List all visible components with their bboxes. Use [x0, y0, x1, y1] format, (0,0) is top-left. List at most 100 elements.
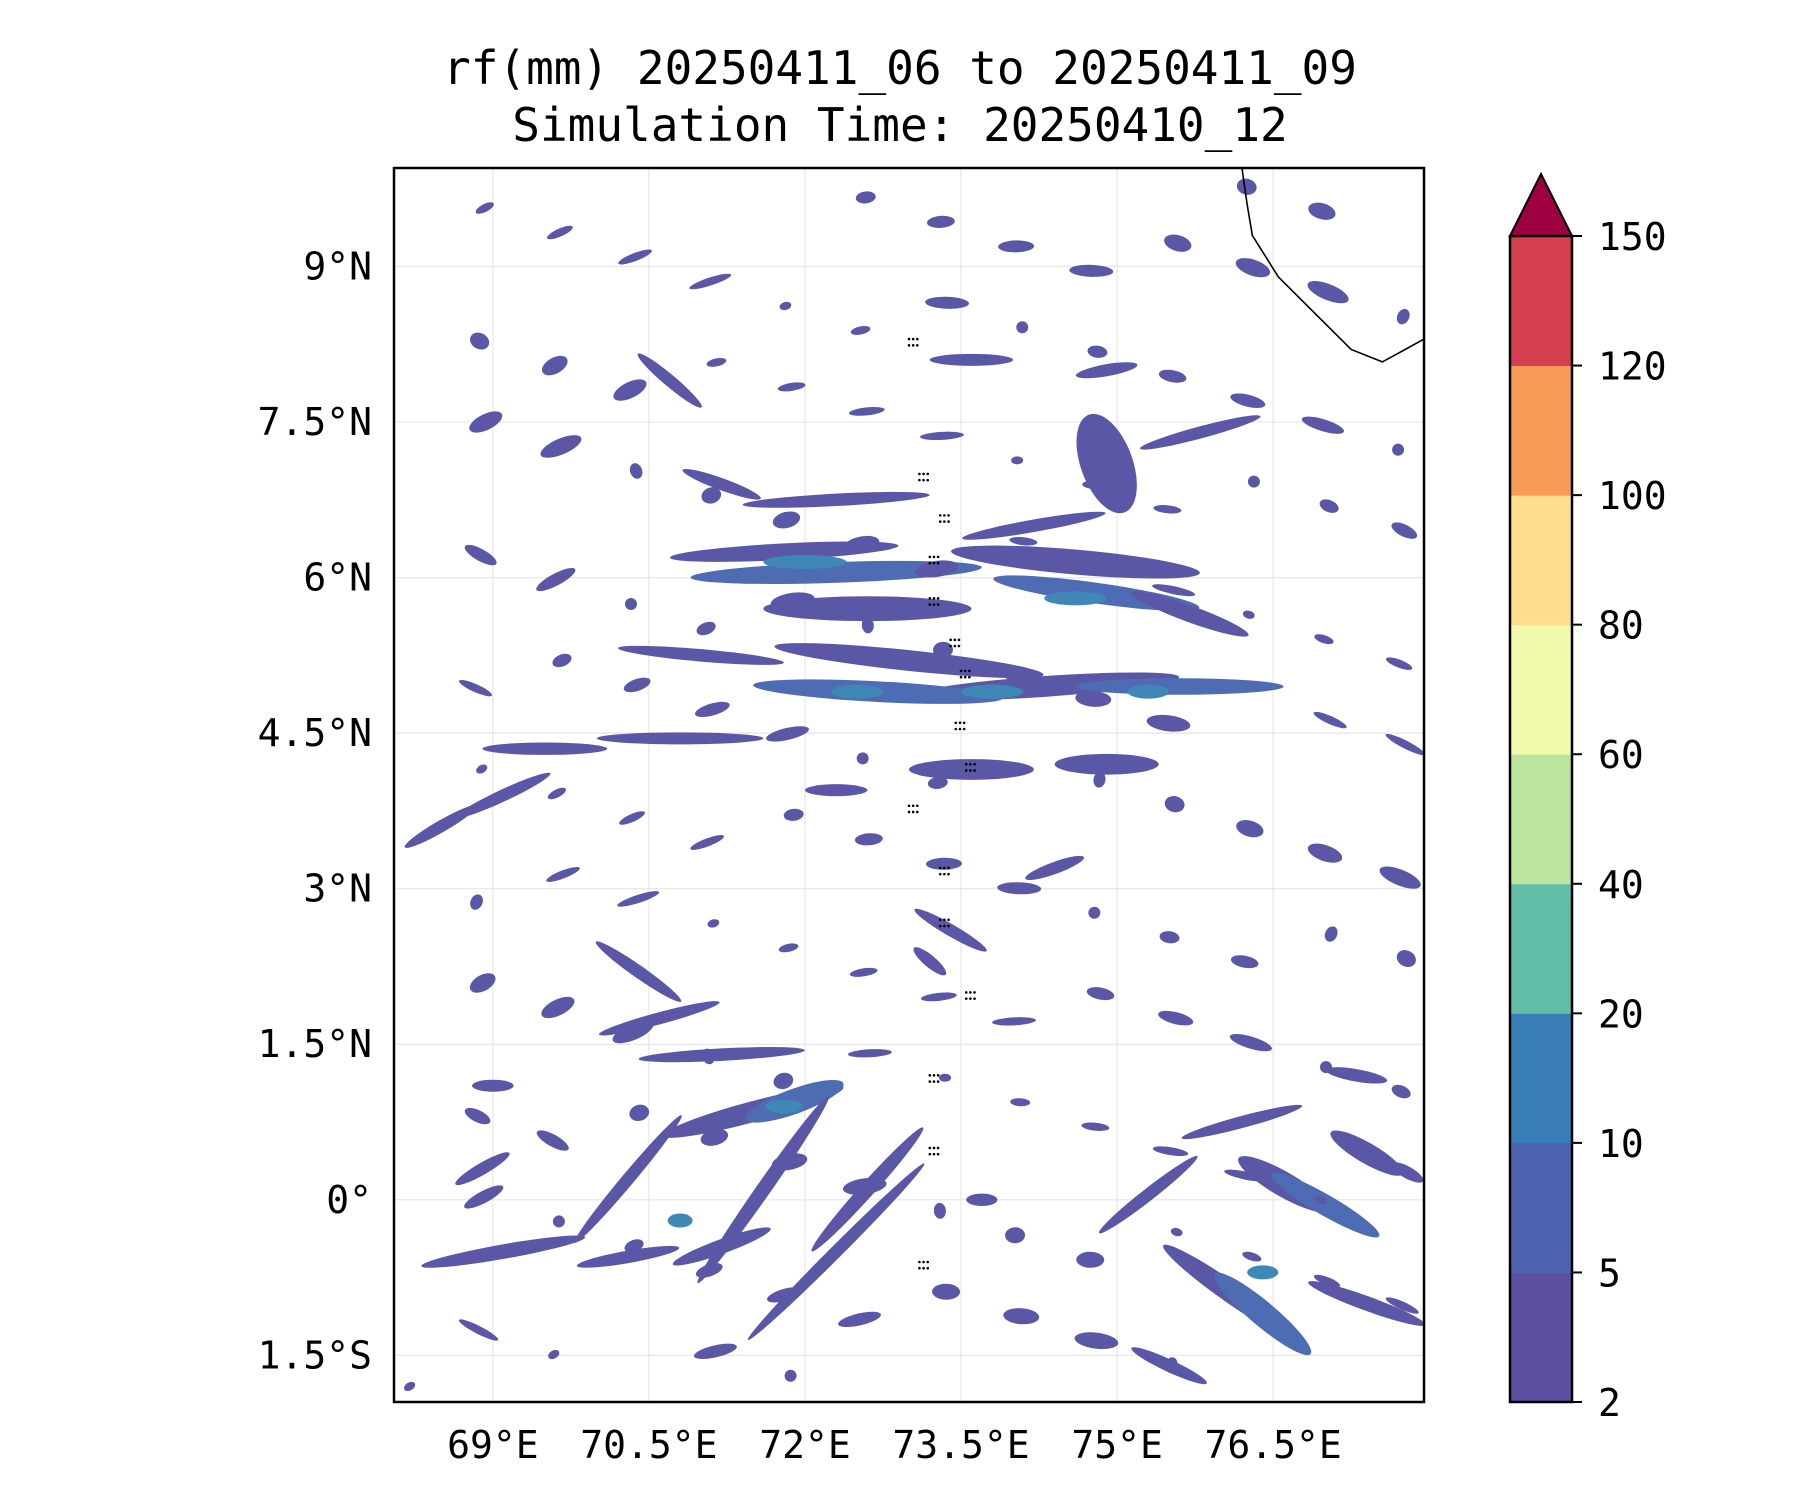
- map-background: [394, 168, 1424, 1402]
- atoll-dot: [932, 561, 936, 565]
- atoll-dot: [918, 1260, 921, 1264]
- atoll-dot: [969, 769, 972, 772]
- atoll-dot: [932, 1080, 936, 1083]
- rain-speck: [470, 894, 483, 910]
- rain-speck: [1324, 926, 1338, 942]
- rain-streak: [913, 947, 947, 976]
- rain-core: [1127, 684, 1170, 699]
- atoll-dot: [962, 727, 966, 731]
- atoll-dot: [938, 514, 942, 517]
- rain-speck: [1004, 666, 1033, 683]
- atoll-dot: [964, 769, 968, 772]
- rain-speck: [927, 776, 948, 789]
- rain-streak: [472, 1079, 514, 1092]
- atoll-dot: [918, 472, 921, 476]
- rain-speck: [1086, 987, 1115, 1001]
- rain-speck: [856, 752, 869, 765]
- rain-speck: [623, 677, 651, 693]
- atoll-dot: [943, 872, 946, 876]
- rain-core: [1044, 591, 1107, 606]
- rain-core: [1247, 1265, 1279, 1280]
- latitude-axis: 9°N 7.5°N 6°N 4.5°N 3°N 1.5°N 0° 1.5°S: [258, 245, 372, 1378]
- rain-streak: [596, 732, 764, 745]
- colorbar-tick-label: 100: [1598, 474, 1667, 518]
- rain-streak: [690, 560, 982, 584]
- rain-speck: [1242, 610, 1255, 619]
- atoll-dot: [911, 804, 915, 808]
- rain-speck: [629, 1104, 650, 1122]
- rain-speck: [689, 273, 732, 290]
- rain-core: [830, 684, 883, 699]
- atoll-dot: [953, 638, 957, 642]
- atoll-dot: [918, 1266, 921, 1270]
- atoll-dot: [936, 555, 940, 559]
- colorbar-segment: [1510, 624, 1572, 755]
- rain-speck: [1385, 1297, 1419, 1314]
- rain-speck: [541, 996, 575, 1019]
- atoll-dot: [943, 520, 946, 523]
- rain-speck: [540, 435, 582, 458]
- rain-streak: [1075, 362, 1138, 379]
- colorbar-segment: [1510, 754, 1572, 885]
- colorbar-tick-label: 2: [1598, 1381, 1621, 1425]
- rain-speck: [404, 1381, 416, 1392]
- rain-streak: [774, 643, 1044, 679]
- rain-speck: [1164, 796, 1185, 813]
- atoll-dot: [938, 918, 942, 922]
- rain-speck: [1005, 1227, 1026, 1244]
- rain-speck: [1319, 499, 1339, 513]
- rain-speck: [701, 487, 722, 504]
- rain-speck: [1242, 1251, 1262, 1262]
- atoll-dot: [947, 866, 950, 870]
- atoll-dot: [916, 337, 919, 341]
- rain-speck: [1396, 308, 1410, 325]
- rain-streak: [966, 1193, 998, 1207]
- rain-speck: [767, 1287, 802, 1303]
- rain-speck: [1087, 345, 1108, 358]
- rain-speck: [617, 891, 660, 907]
- rain-speck: [855, 191, 876, 204]
- rain-speck: [861, 617, 874, 634]
- atoll-dot: [973, 762, 976, 766]
- rain-speck: [1236, 178, 1257, 195]
- colorbar-tick-label: 120: [1598, 345, 1667, 389]
- colorbar: 2 5 10 20 40 60 80 100 120 150: [1508, 171, 1667, 1425]
- atoll-dot: [911, 337, 915, 341]
- latitude-tick-label: 4.5°N: [258, 711, 372, 755]
- rain-speck: [783, 808, 804, 821]
- atoll-dot: [926, 1266, 930, 1270]
- atoll-dot: [964, 991, 968, 994]
- rain-speck: [770, 592, 815, 610]
- atoll-dot: [928, 597, 932, 600]
- colorbar-tick-label: 150: [1598, 215, 1667, 259]
- rain-speck: [1158, 1010, 1194, 1026]
- rain-speck: [464, 1185, 504, 1209]
- rain-speck: [1152, 584, 1196, 597]
- rain-speck: [1308, 202, 1336, 220]
- rain-speck: [998, 240, 1035, 253]
- longitude-tick-label: 73.5°E: [892, 1423, 1029, 1467]
- atoll-dot: [947, 514, 950, 517]
- rain-speck: [707, 919, 720, 928]
- colorbar-segment: [1510, 365, 1572, 496]
- rain-speck: [700, 1128, 729, 1146]
- atoll-dot: [949, 644, 952, 648]
- rain-speck: [536, 567, 576, 592]
- rain-speck: [784, 1369, 797, 1382]
- rain-speck: [624, 598, 637, 611]
- colorbar-segment: [1510, 236, 1572, 367]
- rain-speck: [932, 641, 953, 658]
- map-frame: [392, 166, 1426, 1404]
- atoll-dot: [932, 555, 936, 559]
- rain-streak: [682, 468, 761, 500]
- rain-speck: [771, 1153, 808, 1171]
- atoll-dot: [968, 669, 971, 673]
- rain-speck: [1076, 1251, 1105, 1268]
- rain-speck: [1016, 321, 1029, 334]
- colorbar-segment: [1510, 1013, 1572, 1144]
- rain-speck: [458, 679, 493, 697]
- rain-streak: [637, 353, 702, 408]
- atoll-dot: [954, 721, 958, 725]
- rain-speck: [547, 225, 573, 240]
- colorbar-extend-arrow: [1508, 171, 1574, 237]
